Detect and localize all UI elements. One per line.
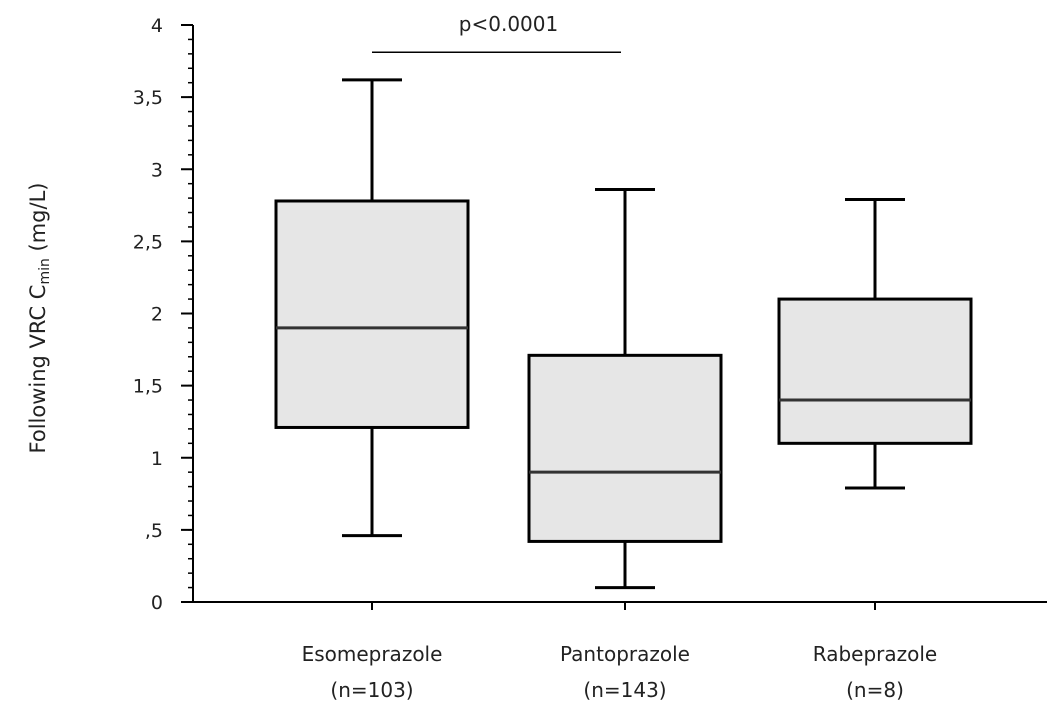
category-label: Pantoprazole [560, 642, 690, 666]
annotations: p<0.0001 [372, 12, 621, 53]
y-tick-label: ,5 [145, 520, 163, 542]
box-plot-rabeprazole [777, 198, 973, 490]
y-tick-label: 4 [151, 15, 163, 37]
y-tick-label: 2,5 [133, 231, 163, 253]
category-labels: Esomeprazole (n=103) Pantoprazole (n=143) Ra… [302, 642, 938, 702]
category-n-label: (n=143) [583, 678, 666, 702]
y-tick-label: 3 [151, 159, 163, 181]
category-label: Esomeprazole [302, 642, 443, 666]
category-label: Rabeprazole [813, 642, 937, 666]
box-iqr [274, 199, 470, 429]
y-axis-title-prefix: Following VRC C [26, 285, 50, 454]
y-tick-label: 3,5 [133, 87, 163, 109]
box-iqr [777, 297, 973, 445]
significance-label: p<0.0001 [459, 12, 558, 36]
y-tick-label: 1 [151, 448, 163, 470]
box-plot-esomeprazole [274, 78, 470, 538]
y-axis-title-suffix: (mg/L) [26, 183, 50, 259]
category-n-label: (n=8) [846, 678, 904, 702]
y-tick-label: 2 [151, 304, 163, 326]
category-n-label: (n=103) [330, 678, 413, 702]
y-axis-title: Following VRC Cmin (mg/L) [26, 183, 53, 454]
y-axis-title-subscript: min [37, 258, 53, 284]
box-plots [274, 78, 973, 590]
box-iqr [527, 353, 723, 543]
y-tick-label: 0 [151, 592, 163, 614]
axes: 0 ,5 1 1,5 2 2,5 3 3,5 4 [133, 15, 1047, 614]
y-tick-label: 1,5 [133, 376, 163, 398]
box-plot-pantoprazole [527, 187, 723, 590]
